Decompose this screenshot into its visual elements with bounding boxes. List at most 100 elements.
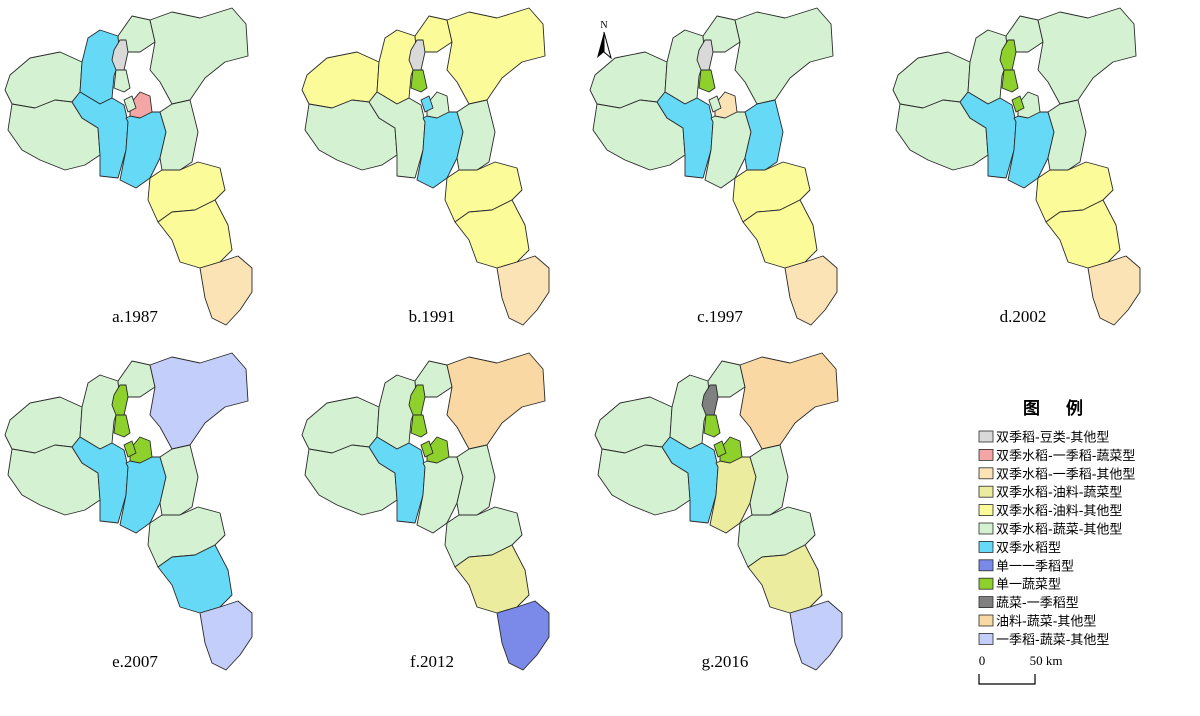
region-i2 bbox=[113, 414, 131, 438]
legend-label: 双季水稻-一季稻-蔬菜型 bbox=[996, 449, 1135, 464]
region-i1 bbox=[696, 39, 714, 71]
region-i3 bbox=[719, 436, 743, 464]
region-ce bbox=[744, 99, 784, 171]
maps-layer: a.1987 b.1991 c.1997 d.2002 e.2007 f.2012 g.20… bbox=[4, 7, 1141, 671]
region-i2 bbox=[410, 69, 428, 93]
region-i4 bbox=[420, 440, 434, 458]
north-arrow-icon: N bbox=[597, 20, 612, 60]
map-panel-d.2002: d.2002 bbox=[892, 7, 1141, 326]
region-ce bbox=[749, 444, 789, 516]
region-ne bbox=[446, 352, 546, 450]
region-s1 bbox=[737, 506, 816, 568]
region-w bbox=[892, 51, 971, 109]
legend-item: 双季稻-豆类-其他型 bbox=[978, 430, 1109, 446]
scale-zero-label: 0 bbox=[979, 653, 986, 668]
legend-label: 双季稻-豆类-其他型 bbox=[996, 431, 1109, 446]
legend-item: 双季水稻-一季稻-蔬菜型 bbox=[978, 448, 1135, 464]
legend-swatch bbox=[978, 596, 994, 608]
region-i4 bbox=[420, 95, 434, 113]
region-s3 bbox=[496, 255, 550, 326]
region-s3 bbox=[784, 255, 838, 326]
panel-label: e.2007 bbox=[112, 652, 158, 671]
region-s2 bbox=[742, 199, 818, 269]
panel-label: f.2012 bbox=[410, 652, 454, 671]
legend-swatch bbox=[978, 448, 994, 461]
region-i2 bbox=[698, 69, 716, 93]
region-i4 bbox=[123, 440, 137, 458]
region-s1 bbox=[732, 161, 811, 223]
region-w bbox=[589, 51, 668, 109]
region-s3 bbox=[1087, 255, 1141, 326]
legend-item: 双季水稻-油料-蔬菜型 bbox=[978, 486, 1122, 501]
region-s3 bbox=[199, 600, 253, 671]
legend-label: 双季水稻型 bbox=[996, 541, 1061, 556]
region-i3 bbox=[426, 91, 450, 119]
region-i4 bbox=[713, 440, 727, 458]
panel-label: a.1987 bbox=[112, 307, 158, 326]
region-w bbox=[301, 51, 380, 109]
region-i3 bbox=[714, 91, 738, 119]
region-w bbox=[4, 396, 83, 454]
region-nw bbox=[664, 29, 706, 105]
region-i3 bbox=[1017, 91, 1041, 119]
legend-items: 双季稻-豆类-其他型双季水稻-一季稻-蔬菜型双季水稻-一季稻-其他型双季水稻-油… bbox=[978, 430, 1135, 648]
region-s2 bbox=[454, 199, 530, 269]
region-s1 bbox=[444, 161, 523, 223]
region-nw bbox=[376, 374, 418, 450]
region-i2 bbox=[703, 414, 721, 438]
legend-label: 单一一季稻型 bbox=[996, 559, 1074, 574]
legend-label: 蔬菜-一季稻型 bbox=[996, 596, 1079, 611]
region-w bbox=[4, 51, 83, 109]
region-ce bbox=[159, 444, 199, 516]
region-w bbox=[594, 396, 673, 454]
legend-item: 单一蔬菜型 bbox=[978, 578, 1061, 593]
region-s2 bbox=[747, 544, 823, 614]
region-i4 bbox=[123, 95, 137, 113]
north-label: N bbox=[600, 20, 607, 31]
legend-item: 双季水稻-蔬菜-其他型 bbox=[978, 522, 1122, 538]
region-ce bbox=[456, 444, 496, 516]
region-s3 bbox=[789, 600, 843, 671]
panel-label: b.1991 bbox=[409, 307, 456, 326]
region-ne bbox=[149, 352, 249, 450]
legend-swatch bbox=[978, 430, 994, 443]
region-ce bbox=[1047, 99, 1087, 171]
map-panel-a.1987: a.1987 bbox=[4, 7, 253, 326]
legend-label: 油料-蔬菜-其他型 bbox=[996, 615, 1096, 630]
legend-swatch bbox=[978, 633, 994, 645]
region-i4 bbox=[708, 95, 722, 113]
region-ne bbox=[734, 7, 834, 105]
region-s2 bbox=[454, 544, 530, 614]
region-nw bbox=[376, 29, 418, 105]
region-i3 bbox=[129, 436, 153, 464]
region-nw bbox=[79, 29, 121, 105]
legend-title: 图 例 bbox=[1023, 398, 1093, 419]
region-i2 bbox=[113, 69, 131, 93]
region-s2 bbox=[157, 199, 233, 269]
legend-item: 单一一季稻型 bbox=[978, 559, 1074, 574]
region-s3 bbox=[199, 255, 253, 326]
region-s1 bbox=[1035, 161, 1114, 223]
scale-bar: 0 50 km bbox=[978, 653, 1062, 685]
region-i1 bbox=[701, 384, 719, 416]
map-panel-g.2016: g.2016 bbox=[594, 352, 843, 671]
legend-swatch bbox=[978, 522, 994, 535]
legend-item: 油料-蔬菜-其他型 bbox=[978, 615, 1096, 630]
legend-swatch bbox=[978, 504, 994, 517]
map-panel-b.1991: b.1991 bbox=[301, 7, 550, 326]
region-i1 bbox=[111, 39, 129, 71]
region-nw bbox=[967, 29, 1009, 105]
map-panel-c.1997: c.1997 bbox=[589, 7, 838, 326]
panel-label: d.2002 bbox=[1000, 307, 1047, 326]
map-panel-f.2012: f.2012 bbox=[301, 352, 550, 671]
legend-item: 双季水稻-油料-其他型 bbox=[978, 504, 1122, 519]
legend-label: 双季水稻-蔬菜-其他型 bbox=[996, 523, 1122, 538]
region-i1 bbox=[111, 384, 129, 416]
legend-item: 一季稻-蔬菜-其他型 bbox=[978, 633, 1109, 648]
region-nw bbox=[669, 374, 711, 450]
region-i2 bbox=[1001, 69, 1019, 93]
region-s1 bbox=[147, 161, 226, 223]
legend-swatch bbox=[978, 467, 994, 480]
legend-label: 一季稻-蔬菜-其他型 bbox=[996, 633, 1109, 648]
